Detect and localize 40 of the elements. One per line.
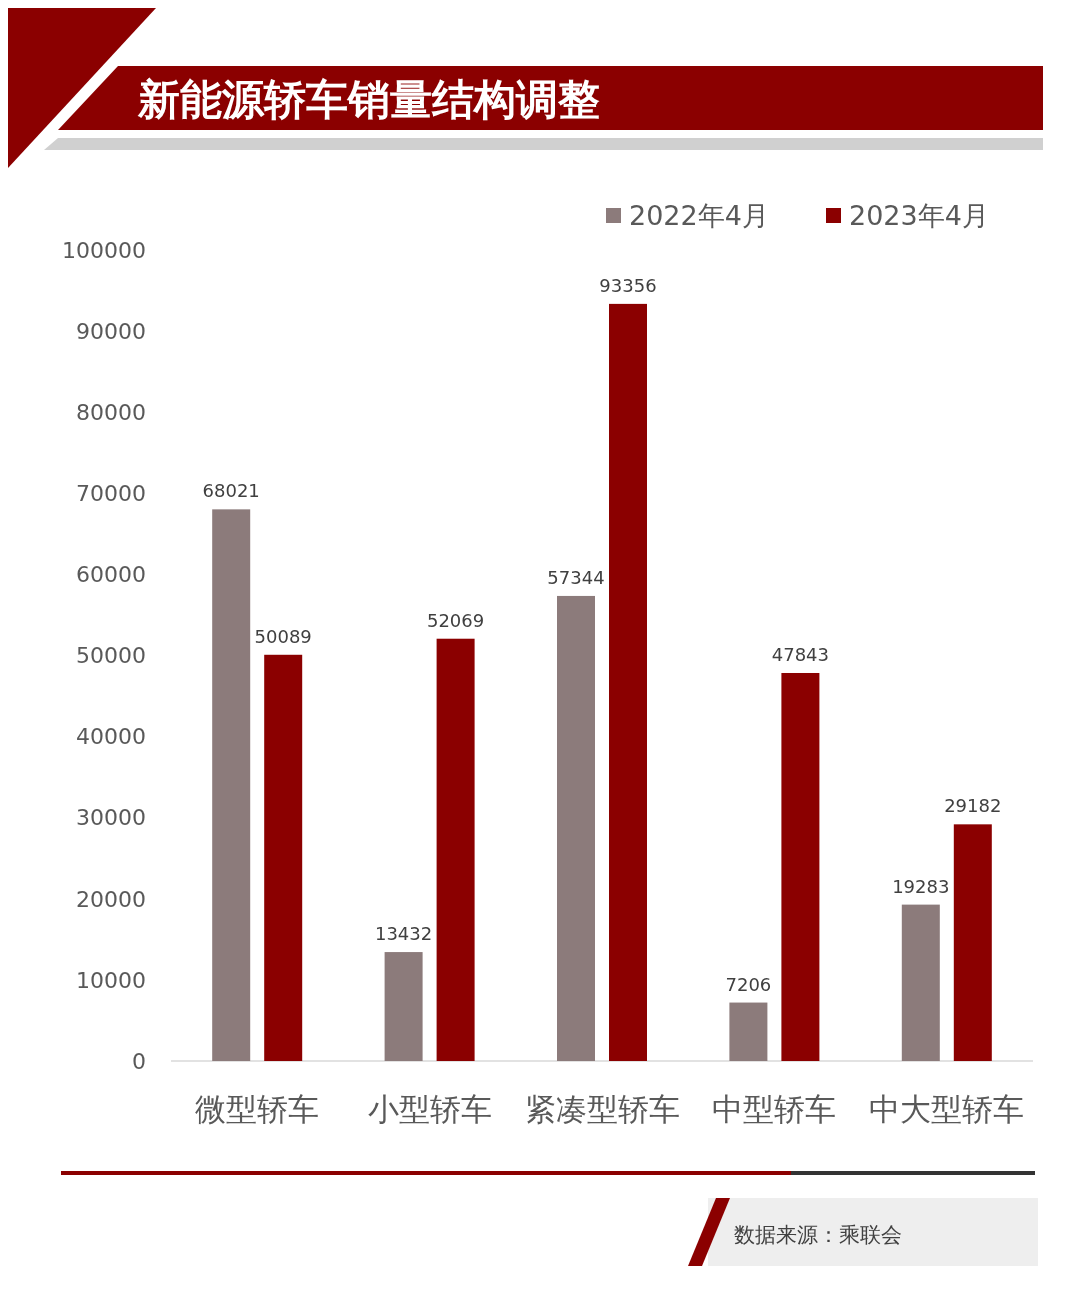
bar	[781, 672, 820, 1061]
data-label: 7206	[725, 973, 772, 995]
data-label: 47843	[771, 643, 830, 665]
chart-title: 新能源轿车销量结构调整	[137, 75, 600, 124]
y-tick-label: 10000	[76, 967, 146, 993]
y-tick-label: 60000	[76, 562, 146, 588]
y-tick-label: 50000	[76, 643, 146, 669]
x-tick-label: 中大型轿车	[869, 1091, 1025, 1127]
data-label: 29182	[944, 795, 1002, 817]
bar	[953, 824, 992, 1061]
x-tick-label: 紧凑型轿车	[524, 1091, 680, 1127]
bar	[384, 952, 423, 1061]
data-label: 13432	[374, 923, 433, 945]
bar	[212, 509, 251, 1061]
source-note: 数据来源：乘联会	[734, 1223, 902, 1247]
y-tick-label: 100000	[62, 237, 146, 263]
data-label: 52069	[426, 609, 485, 631]
bar	[557, 595, 595, 1061]
data-label: 50089	[254, 625, 312, 647]
legend-label: 2023年4月	[849, 200, 989, 232]
x-tick-label: 微型轿车	[195, 1091, 320, 1127]
bar	[609, 303, 647, 1061]
y-tick-label: 30000	[76, 805, 146, 831]
x-tick-label: 中型轿车	[712, 1091, 837, 1127]
y-tick-label: 70000	[76, 481, 146, 506]
data-label: 93356	[599, 274, 657, 296]
y-tick-label: 80000	[76, 399, 146, 425]
bar	[901, 904, 940, 1061]
bar	[729, 1002, 768, 1061]
x-tick-label: 小型轿车	[367, 1091, 492, 1127]
data-label: 68021	[202, 480, 260, 502]
bar	[436, 638, 475, 1061]
y-tick-label: 40000	[76, 724, 146, 750]
y-tick-label: 0	[132, 1048, 146, 1074]
bar	[264, 654, 303, 1061]
legend-label: 2022年4月	[629, 200, 769, 232]
y-tick-label: 20000	[76, 886, 146, 912]
data-label: 57344	[547, 566, 605, 588]
y-tick-label: 90000	[76, 318, 146, 344]
data-label: 19283	[892, 875, 950, 897]
